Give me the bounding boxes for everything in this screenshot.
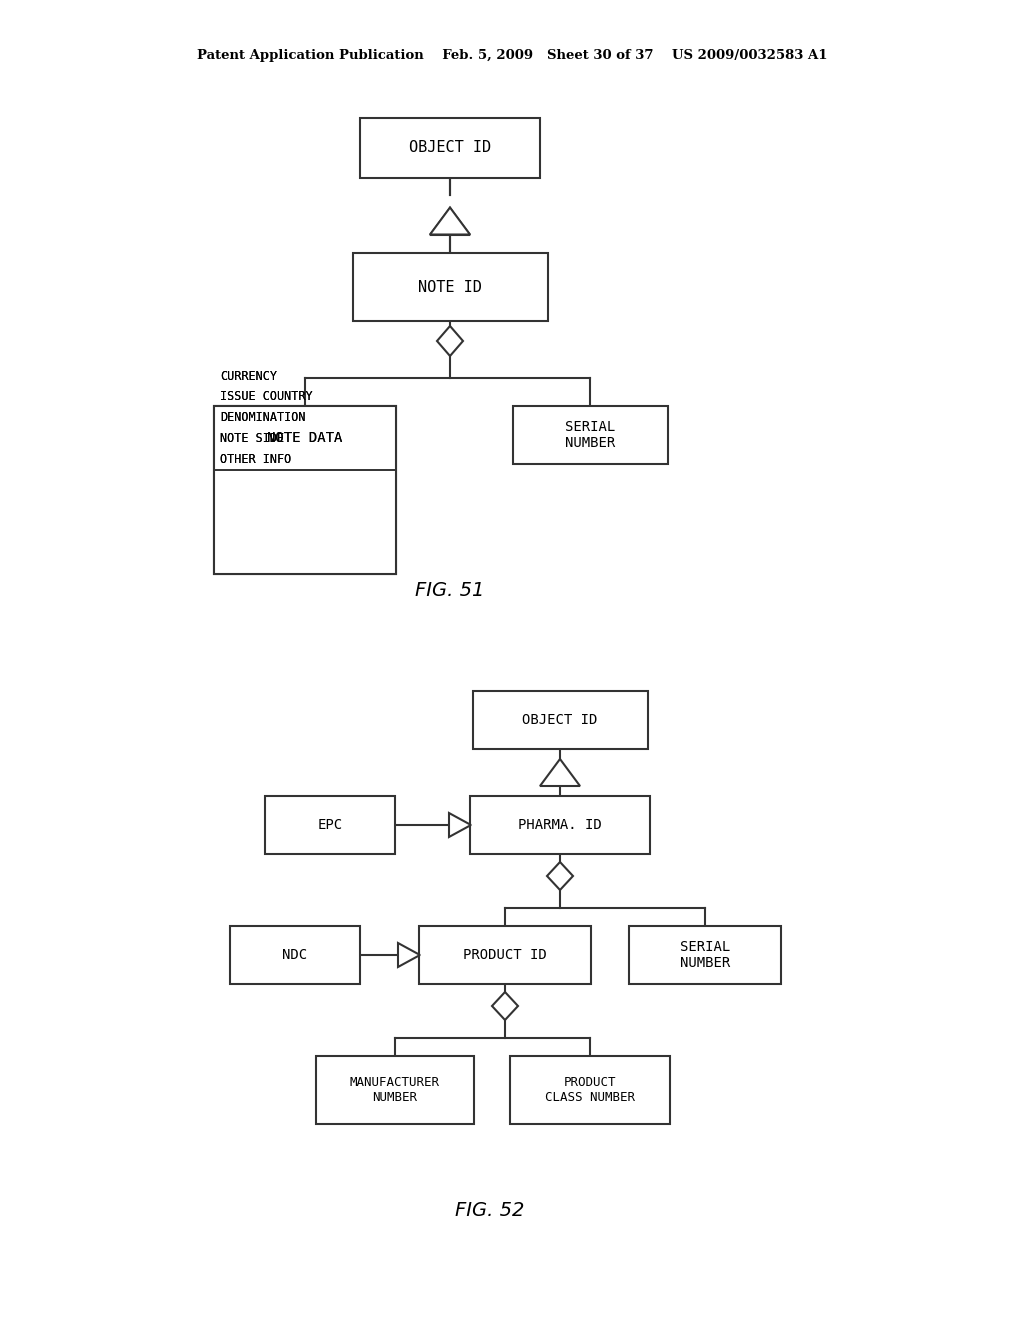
- Bar: [214, 407, 396, 574]
- Text: ISSUE COUNTRY: ISSUE COUNTRY: [220, 391, 312, 404]
- Text: MANUFACTURER
NUMBER: MANUFACTURER NUMBER: [350, 1076, 440, 1104]
- Bar: [230, 927, 360, 983]
- Text: NOTE SIDE: NOTE SIDE: [220, 432, 284, 445]
- Text: OBJECT ID: OBJECT ID: [409, 140, 492, 156]
- Bar: [470, 796, 650, 854]
- Polygon shape: [430, 207, 470, 235]
- Text: FIG. 52: FIG. 52: [456, 1200, 524, 1220]
- Bar: [472, 690, 647, 748]
- Bar: [629, 927, 781, 983]
- Polygon shape: [540, 759, 580, 785]
- Text: EPC: EPC: [317, 818, 343, 832]
- Text: PRODUCT ID: PRODUCT ID: [463, 948, 547, 962]
- Text: OTHER INFO: OTHER INFO: [220, 453, 291, 466]
- Polygon shape: [398, 942, 420, 968]
- Text: SERIAL
NUMBER: SERIAL NUMBER: [565, 420, 615, 450]
- Text: NOTE ID: NOTE ID: [418, 280, 482, 294]
- Text: ISSUE COUNTRY: ISSUE COUNTRY: [220, 391, 312, 404]
- Text: NOTE SIDE: NOTE SIDE: [220, 432, 284, 445]
- Polygon shape: [449, 813, 471, 837]
- Text: CURRENCY: CURRENCY: [220, 370, 278, 383]
- Bar: [510, 1056, 670, 1125]
- Text: NOTE DATA: NOTE DATA: [267, 430, 343, 445]
- Bar: [265, 796, 395, 854]
- Text: OBJECT ID: OBJECT ID: [522, 713, 598, 727]
- Text: DENOMINATION: DENOMINATION: [220, 412, 305, 424]
- Bar: [214, 407, 396, 574]
- Polygon shape: [547, 862, 573, 890]
- Bar: [512, 407, 668, 465]
- Text: NDC: NDC: [283, 948, 307, 962]
- Bar: [419, 927, 591, 983]
- Text: PRODUCT
CLASS NUMBER: PRODUCT CLASS NUMBER: [545, 1076, 635, 1104]
- Polygon shape: [492, 993, 518, 1020]
- Text: Patent Application Publication    Feb. 5, 2009   Sheet 30 of 37    US 2009/00325: Patent Application Publication Feb. 5, 2…: [197, 49, 827, 62]
- Text: SERIAL
NUMBER: SERIAL NUMBER: [680, 940, 730, 970]
- Text: FIG. 51: FIG. 51: [416, 581, 484, 599]
- Text: PHARMA. ID: PHARMA. ID: [518, 818, 602, 832]
- Polygon shape: [437, 326, 463, 356]
- Text: OTHER INFO: OTHER INFO: [220, 453, 291, 466]
- Text: CURRENCY: CURRENCY: [220, 370, 278, 383]
- Bar: [316, 1056, 474, 1125]
- Polygon shape: [430, 209, 470, 235]
- Bar: [352, 253, 548, 321]
- Bar: [360, 117, 540, 178]
- Text: DENOMINATION: DENOMINATION: [220, 412, 305, 424]
- Text: NOTE DATA: NOTE DATA: [267, 430, 343, 445]
